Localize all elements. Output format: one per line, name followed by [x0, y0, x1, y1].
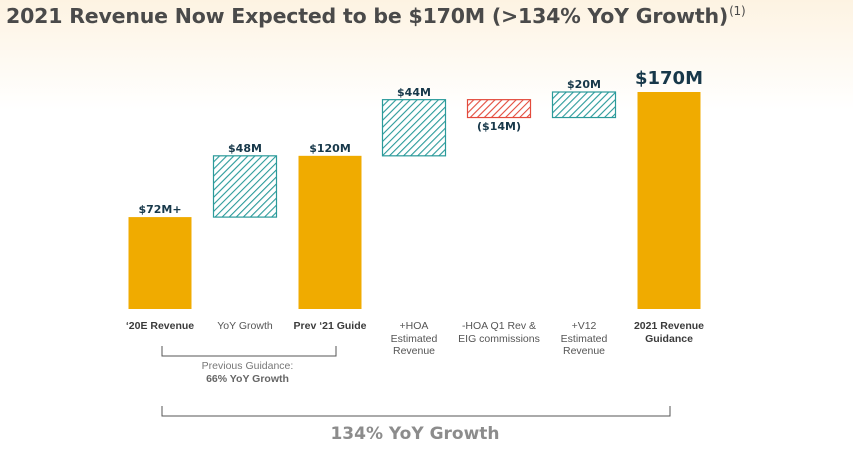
total-growth-bracket: [161, 406, 671, 417]
category-label-line: EIG commissions: [458, 332, 540, 345]
previous-guidance-bracket: [161, 346, 337, 357]
page-title: 2021 Revenue Now Expected to be $170M (>…: [6, 4, 746, 28]
previous-guidance-value: 66% YoY Growth: [206, 372, 289, 385]
data-label-hoa-estimated-revenue: $44M: [397, 85, 431, 99]
bar-hoa-q1-rev-eig-commissions: [466, 99, 532, 119]
category-label-line: Guidance: [645, 332, 693, 345]
category-label-line: Prev ‘21 Guide: [293, 320, 367, 332]
category-label-yoy-growth: YoY Growth: [190, 320, 300, 333]
category-label-line: Revenue: [392, 345, 436, 357]
data-label-v12-estimated-revenue: $20M: [567, 78, 601, 91]
category-label-line: +V12: [571, 320, 597, 332]
category-label-2021-revenue-guidance: 2021 Revenue Guidance: [614, 320, 724, 345]
category-label-line: 2021 Revenue: [633, 320, 705, 332]
title-footnote: (1): [729, 4, 746, 18]
total-growth-label: 134% YoY Growth: [330, 424, 500, 444]
category-label-line: ‘20E Revenue: [125, 320, 195, 332]
category-label-hoa-estimated-revenue: +HOA Estimated Revenue: [359, 320, 469, 358]
bars-group: [128, 91, 701, 309]
data-label-20e-revenue: $72M+: [138, 203, 182, 217]
title-text: 2021 Revenue Now Expected to be $170M (>…: [6, 4, 729, 28]
category-label-line: +HOA: [399, 320, 429, 332]
bar-v12-estimated-revenue: [551, 91, 617, 119]
category-label-line: Estimated: [390, 332, 438, 345]
category-label-line: YoY Growth: [217, 320, 273, 332]
data-label-hoa-q1-rev-eig-commissions: ($14M): [477, 119, 521, 133]
bar-yoy-growth: [212, 155, 278, 218]
data-label-2021-revenue-guidance: $170M: [634, 68, 703, 89]
data-label-prev-21-guide: $120M: [309, 141, 351, 155]
bar-2021-revenue-guidance: [637, 92, 701, 309]
category-label-20e-revenue: ‘20E Revenue: [105, 320, 215, 333]
bar-prev-21-guide: [298, 155, 362, 309]
category-label-hoa-q1-rev-eig-commissions: -HOA Q1 Rev & EIG commissions: [444, 320, 554, 345]
category-label-line: Estimated: [560, 332, 608, 345]
bar-20e-revenue: [128, 217, 192, 309]
category-label-line: -HOA Q1 Rev &: [461, 320, 537, 332]
brackets-group: [161, 346, 671, 417]
category-label-v12-estimated-revenue: +V12 Estimated Revenue: [529, 320, 639, 358]
previous-guidance-note: Previous Guidance: 66% YoY Growth: [165, 360, 330, 385]
previous-guidance-label: Previous Guidance:: [201, 360, 294, 372]
bar-hoa-estimated-revenue: [381, 99, 447, 157]
data-label-yoy-growth: $48M: [228, 141, 262, 155]
category-label-line: Revenue: [562, 345, 606, 357]
category-label-prev-21-guide: Prev ‘21 Guide: [275, 320, 385, 333]
